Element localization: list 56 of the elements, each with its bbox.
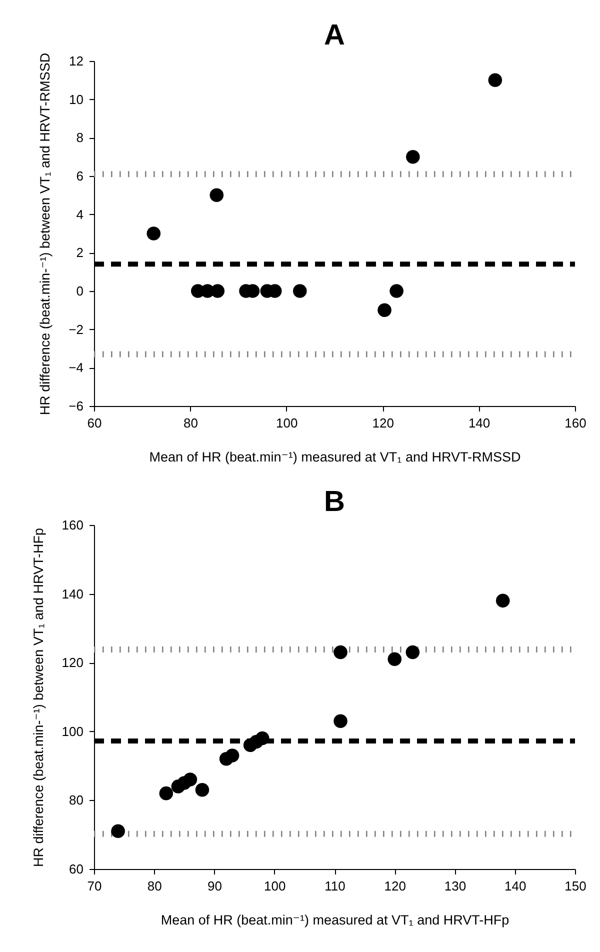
x-tick-label: 140 xyxy=(504,878,526,894)
point xyxy=(390,284,404,298)
y-tick-label: −4 xyxy=(68,360,84,376)
point xyxy=(225,748,240,762)
point xyxy=(255,731,270,746)
point xyxy=(159,786,174,800)
y-tick-label: 6 xyxy=(76,168,84,184)
x-tick-label: 130 xyxy=(444,878,466,894)
y-tick-label: 0 xyxy=(76,284,84,298)
y-tick-label: 10 xyxy=(69,92,84,107)
point xyxy=(334,645,348,660)
point xyxy=(183,772,198,786)
point xyxy=(210,284,225,298)
y-tick-label: 80 xyxy=(69,792,84,808)
point xyxy=(292,284,307,298)
x-tick-label: 80 xyxy=(147,878,162,894)
x-axis-title: Mean of HR (beat.min⁻¹) measured at VT₁ and HRVT-RMSSD xyxy=(149,450,522,464)
x-tick-label: 100 xyxy=(276,416,298,430)
point xyxy=(496,594,510,608)
y-tick-label: 4 xyxy=(76,206,84,222)
x-tick-label: 60 xyxy=(87,416,102,430)
chart-title: B xyxy=(324,486,345,518)
y-tick-label: 160 xyxy=(62,518,84,532)
y-tick-label: 12 xyxy=(69,54,84,68)
point xyxy=(388,652,402,666)
point xyxy=(146,226,161,240)
x-tick-label: 110 xyxy=(324,878,346,894)
x-axis-title: Mean of HR (beat.min⁻¹) measured at VT₁ and HRVT-HFp xyxy=(160,912,510,928)
x-tick-label: 120 xyxy=(372,416,394,430)
y-tick-label: 2 xyxy=(76,245,84,260)
x-tick-label: 120 xyxy=(384,878,406,894)
point xyxy=(210,188,224,202)
y-tick-label: −6 xyxy=(68,398,84,414)
y-tick-label: 8 xyxy=(76,130,84,146)
y-tick-label: 60 xyxy=(69,862,84,876)
x-tick-label: 160 xyxy=(564,416,586,430)
x-tick-label: 140 xyxy=(468,416,490,430)
point xyxy=(111,824,125,838)
x-tick-label: 150 xyxy=(564,878,586,894)
point xyxy=(378,303,392,318)
x-tick-label: 100 xyxy=(264,878,286,894)
y-tick-label: 140 xyxy=(62,586,84,602)
point xyxy=(195,783,210,797)
y-axis-title: HR difference (beat.min-⁻¹) between VT₁ and HRVT-HFp xyxy=(30,528,46,868)
point xyxy=(406,150,420,164)
x-tick-label: 90 xyxy=(208,878,222,894)
y-axis-title: HR difference (beat.min-⁻¹) between VT₁ and HRVT-RMSSD xyxy=(38,52,53,416)
point xyxy=(488,73,502,88)
x-tick-label: 80 xyxy=(183,416,198,430)
y-tick-label: 120 xyxy=(62,655,84,670)
point xyxy=(334,714,348,728)
y-tick-label: −2 xyxy=(68,322,84,337)
y-tick-label: 100 xyxy=(62,724,84,739)
x-tick-label: 70 xyxy=(87,878,102,894)
point xyxy=(406,645,420,660)
chart-title: A xyxy=(324,19,346,52)
